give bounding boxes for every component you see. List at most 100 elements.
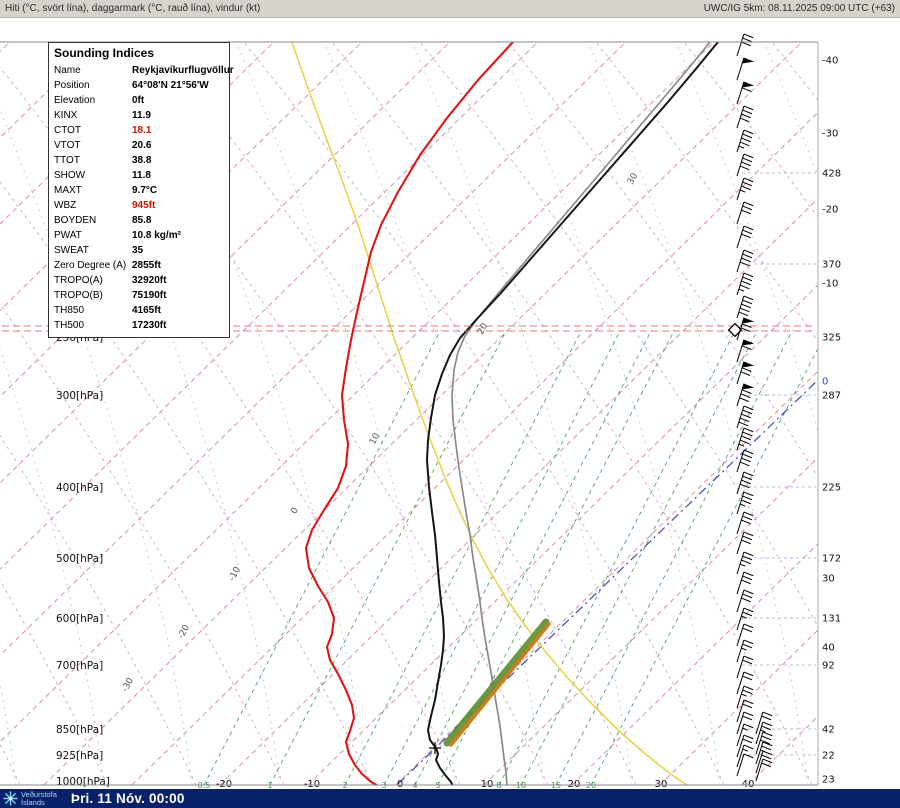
barb-full bbox=[743, 639, 754, 645]
barb-full bbox=[762, 758, 773, 764]
right-axis-label: 370 bbox=[822, 260, 841, 271]
barb-full bbox=[743, 753, 754, 759]
barb-full bbox=[743, 201, 754, 207]
index-row: Name Reykjavíkurflugvöllur bbox=[54, 63, 234, 78]
right-axis-label: -40 bbox=[822, 56, 838, 67]
barb-full bbox=[761, 762, 772, 768]
barb-full bbox=[740, 327, 751, 332]
grid-isotherm bbox=[0, 42, 715, 743]
barb-full bbox=[762, 711, 773, 717]
dewpoint-line bbox=[304, 42, 515, 785]
barb-full bbox=[743, 272, 754, 278]
inversion-core bbox=[449, 622, 551, 747]
index-label: SHOW bbox=[54, 170, 86, 181]
index-label: KINX bbox=[54, 110, 78, 121]
barb-full bbox=[761, 754, 772, 760]
index-row: SWEAT 35 bbox=[54, 243, 226, 258]
index-row: PWAT 10.8 kg/m² bbox=[54, 228, 226, 243]
barb-full bbox=[741, 499, 751, 505]
index-row: MAXT 9.7°C bbox=[54, 183, 226, 198]
barb-full bbox=[760, 739, 770, 745]
wind-barb bbox=[736, 153, 745, 177]
adiabat-label: 30 bbox=[626, 171, 640, 186]
grid-moist-adiabat bbox=[235, 42, 457, 785]
legend-text: Hiti (°C, svört lína), daggarmark (°C, r… bbox=[5, 3, 261, 14]
barb-full bbox=[743, 471, 754, 477]
wind-barb bbox=[736, 249, 745, 273]
barb-full bbox=[741, 413, 751, 419]
barb-full bbox=[739, 261, 750, 267]
right-axis-label: 40 bbox=[822, 643, 835, 654]
adiabat-label: 20 bbox=[476, 321, 490, 336]
barb-full bbox=[743, 711, 754, 717]
grid-dry-adiabat bbox=[771, 42, 818, 102]
grid-dry-adiabat bbox=[331, 42, 813, 785]
barb-full bbox=[743, 295, 754, 301]
wind-barb bbox=[736, 671, 745, 695]
barb-full bbox=[742, 675, 753, 681]
right-axis-label: 131 bbox=[822, 614, 841, 625]
barb-full bbox=[742, 689, 753, 695]
barb-full bbox=[741, 559, 751, 565]
right-axis-label: 22 bbox=[822, 751, 835, 762]
barb-full bbox=[739, 439, 750, 445]
barb-half bbox=[739, 563, 746, 567]
wind-barb bbox=[736, 405, 745, 429]
barb-full bbox=[742, 133, 753, 139]
barb-full bbox=[741, 185, 751, 191]
bottom-bar: Veðurstofa Íslands Þri. 11 Nóv. 00:00 bbox=[0, 789, 900, 808]
index-row: BOYDEN 85.8 bbox=[54, 213, 226, 228]
wind-barb bbox=[755, 741, 764, 765]
barb-full bbox=[741, 435, 751, 441]
barb-full bbox=[742, 453, 753, 459]
barb-full bbox=[743, 405, 754, 411]
barb-full bbox=[739, 165, 750, 171]
grid-moist-adiabat bbox=[323, 42, 545, 785]
index-row: CTOT 18.1 bbox=[54, 123, 226, 138]
barb-full bbox=[742, 535, 753, 541]
right-axis-label: 23 bbox=[822, 775, 835, 786]
adiabat-label: 0 bbox=[289, 506, 301, 516]
wind-barb bbox=[736, 753, 745, 777]
grid-isotherm bbox=[0, 42, 539, 570]
barb-full bbox=[741, 579, 751, 585]
grid-moist-adiabat bbox=[59, 42, 281, 785]
standard-atmosphere-line bbox=[291, 42, 688, 785]
wind-barb bbox=[736, 449, 745, 473]
pressure-label: 300[hPa] bbox=[56, 390, 103, 402]
grid-moist-adiabat bbox=[675, 42, 818, 434]
barb-full bbox=[741, 345, 752, 350]
index-value: 38.8 bbox=[132, 155, 152, 166]
index-label: WBZ bbox=[54, 200, 77, 211]
adiabat-label: -10 bbox=[227, 565, 243, 583]
barb-full bbox=[743, 671, 754, 677]
wind-barb bbox=[736, 225, 745, 249]
index-label: SWEAT bbox=[54, 245, 89, 256]
grid-isotherm bbox=[131, 111, 818, 785]
index-row: KINX 11.9 bbox=[54, 108, 226, 123]
barb-full bbox=[743, 105, 754, 111]
barb-full bbox=[739, 461, 750, 467]
index-value: 64°08'N 21°56'W bbox=[132, 80, 209, 91]
index-label: Zero Degree (A) bbox=[54, 260, 127, 271]
index-row: TROPO(B) 75190ft bbox=[54, 288, 226, 303]
barb-full bbox=[743, 607, 754, 613]
barb-full bbox=[739, 284, 750, 290]
right-axis-label: 325 bbox=[822, 333, 841, 344]
barb-full bbox=[742, 299, 753, 305]
model-run-text: UWC/IG 5km: 08.11.2025 09:00 UTC (+63) bbox=[703, 3, 895, 14]
barb-half bbox=[742, 727, 748, 731]
barb-full bbox=[762, 731, 773, 737]
pressure-label: 925[hPa] bbox=[56, 750, 103, 762]
index-value: 18.1 bbox=[132, 125, 152, 136]
barb-full bbox=[743, 129, 754, 135]
pressure-label: 500[hPa] bbox=[56, 553, 103, 565]
barb-full bbox=[743, 511, 754, 517]
barb-full bbox=[743, 225, 754, 231]
org-line2: Íslands bbox=[21, 797, 45, 807]
index-row: Elevation 0ft bbox=[54, 93, 226, 108]
index-value: 85.8 bbox=[132, 215, 152, 226]
barb-full bbox=[742, 738, 753, 744]
barb-full bbox=[741, 303, 751, 309]
